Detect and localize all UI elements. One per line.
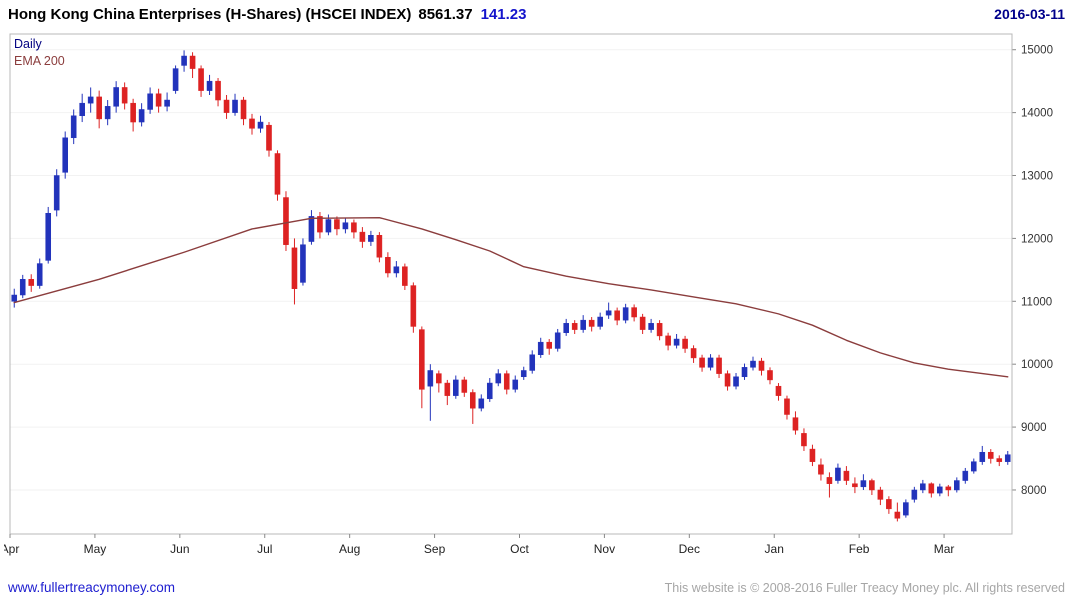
chart-area[interactable]: 8000 9000 10000 11000 12000 13000 14000 15000 Ap… <box>4 30 1070 570</box>
svg-text:11000: 11000 <box>1021 296 1052 308</box>
change-value: 141.23 <box>480 6 527 23</box>
svg-text:Oct: Oct <box>510 542 529 556</box>
svg-text:Jun: Jun <box>170 542 189 556</box>
svg-text:8000: 8000 <box>1021 485 1047 497</box>
svg-text:15000: 15000 <box>1021 45 1053 57</box>
svg-text:Apr: Apr <box>4 542 19 556</box>
price-chart[interactable]: 8000 9000 10000 11000 12000 13000 14000 15000 Ap… <box>4 30 1070 570</box>
svg-text:10000: 10000 <box>1021 359 1053 371</box>
title-group: Hong Kong China Enterprises (H-Shares) (… <box>8 6 527 23</box>
last-price: 8561.37 <box>418 6 473 23</box>
svg-text:Nov: Nov <box>594 542 615 556</box>
svg-text:Jan: Jan <box>765 542 784 556</box>
svg-text:Dec: Dec <box>679 542 700 556</box>
svg-text:12000: 12000 <box>1021 233 1053 245</box>
svg-text:Aug: Aug <box>339 542 360 556</box>
svg-text:14000: 14000 <box>1021 108 1053 120</box>
date-label: 2016-03-11 <box>994 6 1065 22</box>
svg-text:9000: 9000 <box>1021 422 1047 434</box>
copyright-text: This website is © 2008-2016 Fuller Treac… <box>664 581 1065 595</box>
website-link[interactable]: www.fullertreacymoney.com <box>8 580 176 595</box>
svg-text:May: May <box>84 542 107 556</box>
chart-header: Hong Kong China Enterprises (H-Shares) (… <box>0 0 1075 25</box>
instrument-title: Hong Kong China Enterprises (H-Shares) (… <box>8 6 412 23</box>
svg-text:Jul: Jul <box>257 542 272 556</box>
svg-text:Feb: Feb <box>849 542 870 556</box>
svg-text:Sep: Sep <box>424 542 446 556</box>
svg-text:Mar: Mar <box>934 542 955 556</box>
svg-text:13000: 13000 <box>1021 171 1053 183</box>
footer: www.fullertreacymoney.com This website i… <box>0 580 1075 595</box>
